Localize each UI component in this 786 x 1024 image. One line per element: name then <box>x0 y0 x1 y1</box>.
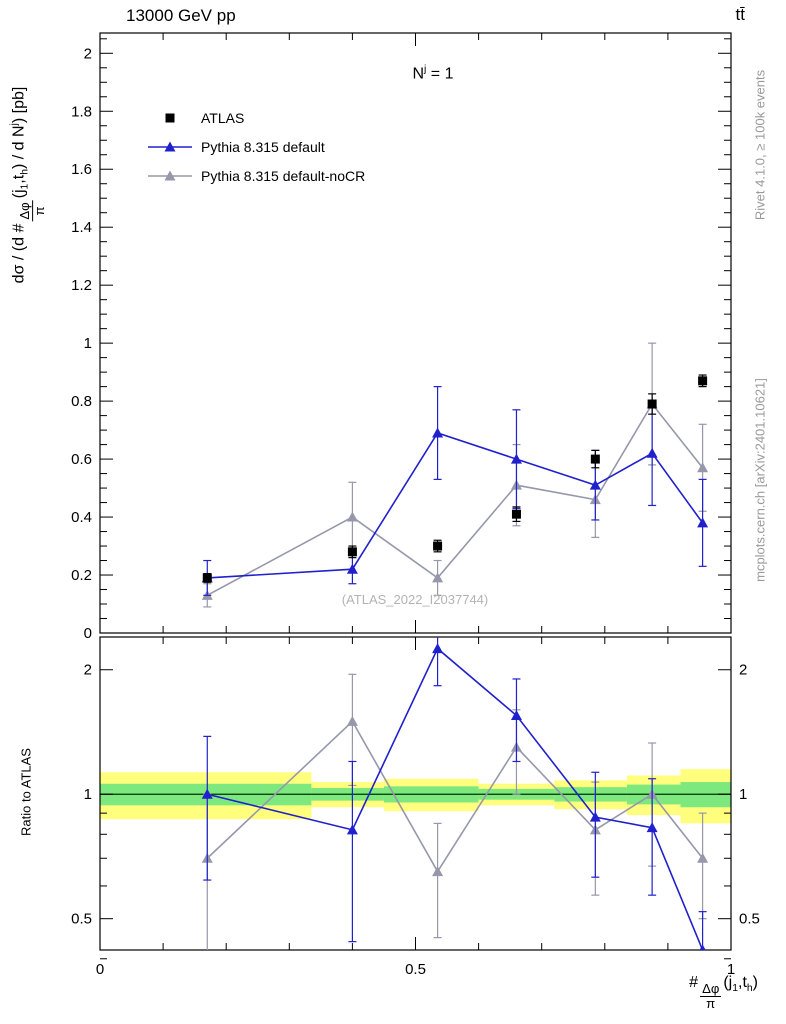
tick-label: 1 <box>739 786 747 803</box>
triangle-marker-icon <box>432 427 444 438</box>
tick-label: 1 <box>84 335 92 352</box>
main-y-title-sub2: h <box>19 169 31 175</box>
tick-label: 2 <box>739 662 747 679</box>
main-y-title-part: ) / d N <box>10 125 28 170</box>
main-y-title-part: (j <box>10 189 28 199</box>
triangle-marker-icon <box>697 852 709 863</box>
annotation-base: N <box>412 65 425 83</box>
fraction-denominator: π <box>706 995 716 1011</box>
triangle-marker-icon <box>148 141 192 151</box>
triangle-marker-icon <box>510 453 522 464</box>
main-y-title-sup: j <box>9 123 21 126</box>
triangle-marker-icon <box>646 447 658 458</box>
ratio-uncertainty-bands <box>100 769 731 824</box>
tick-label: 0.8 <box>71 393 92 410</box>
main-y-title-part: ) [pb] <box>10 86 28 124</box>
tick-label: 0.5 <box>71 911 92 928</box>
tick-label: 0.5 <box>739 911 760 928</box>
tick-label: 0.4 <box>71 509 92 526</box>
triangle-marker-icon <box>510 710 522 721</box>
x-title-part: ,t <box>738 974 747 991</box>
legend-label: ATLAS <box>201 109 245 126</box>
triangle-marker-icon <box>432 643 444 654</box>
legend-label: Pythia 8.315 default <box>201 138 325 155</box>
legend-item: ATLAS <box>148 103 365 132</box>
axis-tick-labels: 0 0.2 0.4 0.6 0.8 1 1.2 1.4 1.6 1.8 2 0.5 0.5 1 1 2 2 0 0.… <box>71 45 760 978</box>
series-line <box>207 432 704 579</box>
triangle-marker-icon <box>697 462 709 473</box>
square-marker-icon <box>698 376 708 386</box>
tick-label: 0.2 <box>71 567 92 584</box>
triangle-marker-icon <box>346 824 358 835</box>
series-pythia-8.315-default-nocr <box>201 342 709 608</box>
main-y-axis-title: dσ / (d # Δφ π (j1,th) / d Nj) [pb] <box>9 87 47 284</box>
tick-label: 1.2 <box>71 277 92 294</box>
triangle-marker-icon <box>148 170 192 180</box>
annotation-njet: Nj = 1 <box>378 64 488 83</box>
legend-item: Pythia 8.315 default <box>148 132 365 161</box>
triangle-marker-icon <box>697 517 709 528</box>
tick-label: 0 <box>84 625 92 642</box>
tick-label: 1 <box>84 786 92 803</box>
triangle-marker-icon <box>646 822 658 833</box>
legend: ATLAS Pythia 8.315 default Pythia 8.315 de… <box>148 103 365 190</box>
header-process: tt̄ <box>735 5 745 24</box>
fraction-denominator: π <box>32 206 48 216</box>
main-y-title-prefix: dσ / (d # <box>10 223 28 284</box>
tick-label: 1 <box>727 961 735 978</box>
x-axis-title: # Δφ π (j1,th) <box>600 974 758 1010</box>
main-y-title-sub1: 1 <box>19 183 31 190</box>
square-marker-icon <box>433 541 443 551</box>
triangle-marker-icon <box>346 563 358 574</box>
triangle-marker-icon <box>346 511 358 522</box>
x-title-prefix: # <box>689 974 699 991</box>
x-title-part: ) <box>752 974 758 991</box>
watermark-analysis-id: (ATLAS_2022_I2037744) <box>341 592 489 607</box>
square-marker-icon <box>202 573 212 583</box>
tick-label: 2 <box>84 45 92 62</box>
x-title-sub1: 1 <box>732 983 738 995</box>
triangle-marker-icon <box>589 479 601 490</box>
series-pythia-8.315-default <box>201 637 707 950</box>
triangle-marker-icon <box>432 866 444 877</box>
triangle-marker-icon <box>589 811 601 822</box>
fraction-numerator: Δφ <box>17 200 34 222</box>
legend-label: Pythia 8.315 default-noCR <box>201 167 366 184</box>
tick-label: 1.4 <box>71 219 92 236</box>
square-marker-icon <box>511 509 521 519</box>
square-marker-icon <box>165 113 175 122</box>
triangle-marker-icon <box>432 572 444 583</box>
x-title-sub2: h <box>746 983 753 995</box>
header-beam-energy: 13000 GeV pp <box>126 6 236 25</box>
x-title-part: (j <box>723 974 733 991</box>
fraction-numerator: Δφ <box>700 980 722 997</box>
main-y-title-fraction: Δφ π <box>17 200 48 222</box>
series-atlas <box>202 374 708 583</box>
legend-item: Pythia 8.315 default-noCR <box>148 161 365 190</box>
rivet-version-label: Rivet 4.1.0, ≥ 100k events <box>752 69 768 221</box>
triangle-marker-icon <box>346 715 358 726</box>
triangle-marker-icon <box>201 788 213 799</box>
annotation-rest: = 1 <box>426 65 454 83</box>
ratio-y-axis-title: Ratio to ATLAS <box>18 748 34 836</box>
tick-label: 0 <box>96 961 104 978</box>
tick-label: 2 <box>84 662 92 679</box>
square-marker-icon <box>647 399 657 409</box>
square-marker-icon <box>590 454 600 464</box>
tick-label: 1.6 <box>71 161 92 178</box>
series-line <box>206 402 704 597</box>
annotation-sup: j <box>424 64 427 75</box>
triangle-marker-icon <box>699 944 706 950</box>
mcplots-credit-label: mcplots.cern.ch [arXiv:2401.10621] <box>752 378 768 582</box>
tick-label: 1.8 <box>71 103 92 120</box>
square-marker-icon <box>347 547 357 557</box>
tick-label: 0.5 <box>405 961 426 978</box>
axis-ticks <box>99 33 732 960</box>
main-y-title-part: ,t <box>10 174 28 184</box>
series-pythia-8.315-default <box>201 386 709 596</box>
x-title-fraction: Δφ π <box>700 980 722 1011</box>
tick-label: 0.6 <box>71 451 92 468</box>
